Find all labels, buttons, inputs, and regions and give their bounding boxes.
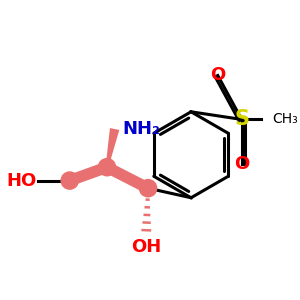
Text: O: O (234, 155, 249, 173)
Circle shape (98, 159, 116, 176)
Text: S: S (234, 110, 249, 129)
Text: O: O (210, 67, 225, 85)
Text: NH₂: NH₂ (122, 120, 160, 138)
Text: OH: OH (131, 238, 161, 256)
Polygon shape (104, 162, 151, 193)
Text: HO: HO (6, 172, 36, 190)
Polygon shape (68, 162, 109, 186)
Circle shape (61, 172, 78, 189)
Text: CH₃: CH₃ (272, 112, 298, 126)
Polygon shape (106, 128, 119, 167)
Circle shape (140, 180, 157, 197)
